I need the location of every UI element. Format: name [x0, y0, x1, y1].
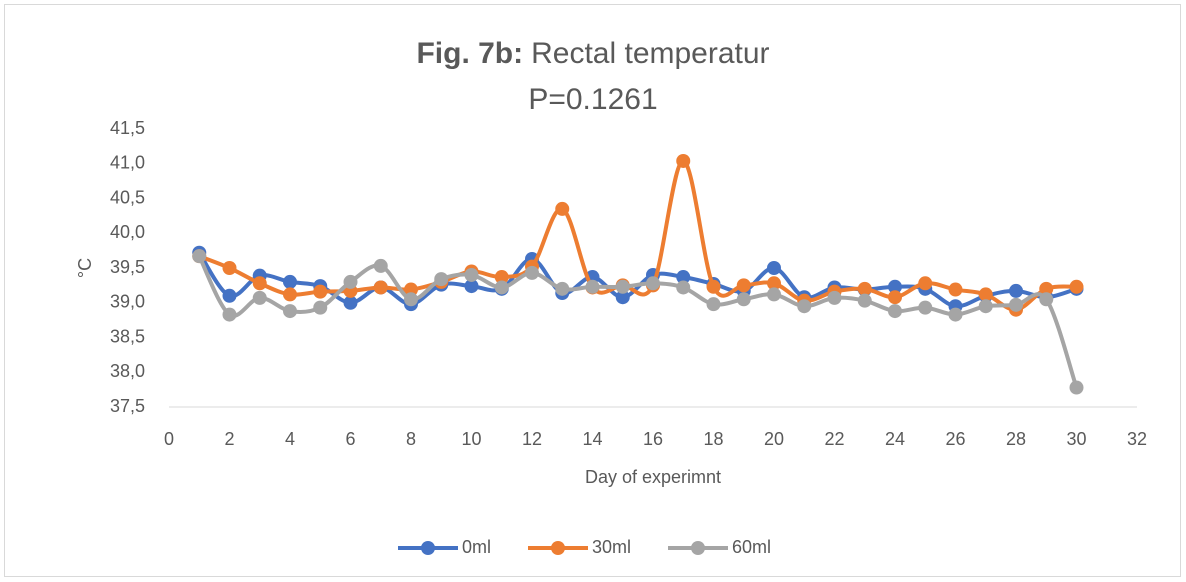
y-axis-label: °C [75, 258, 95, 278]
data-point [888, 290, 902, 305]
data-point [555, 201, 570, 216]
x-tick-label: 32 [1127, 429, 1147, 449]
data-point [857, 281, 872, 296]
x-tick-label: 30 [1066, 429, 1086, 449]
data-point [918, 276, 933, 291]
data-point [313, 300, 328, 315]
data-point [222, 288, 237, 303]
x-tick-label: 4 [285, 429, 295, 449]
x-tick-label: 24 [885, 429, 905, 449]
legend-label: 30ml [592, 537, 631, 557]
data-point [767, 261, 781, 275]
data-point [1009, 283, 1023, 298]
title-text: Rectal temperatur [531, 37, 769, 70]
x-tick-label: 8 [406, 429, 416, 449]
x-tick-label: 26 [945, 429, 965, 449]
data-point [343, 274, 358, 289]
data-point [222, 261, 237, 275]
data-point [283, 304, 297, 319]
data-point [1009, 297, 1023, 312]
data-point [706, 279, 721, 294]
data-point [706, 297, 721, 312]
x-tick-label: 10 [461, 429, 481, 449]
x-tick-label: 20 [764, 429, 784, 449]
chart-title: Fig. 7b: Rectal temperatur [416, 37, 769, 70]
data-point [494, 280, 509, 295]
y-tick-label: 39,0 [110, 292, 145, 312]
data-point [676, 153, 691, 168]
x-tick-label: 28 [1006, 429, 1026, 449]
data-point [948, 282, 963, 297]
data-point [888, 279, 902, 294]
data-point [404, 292, 418, 307]
data-point [736, 292, 751, 307]
legend-label: 60ml [732, 537, 771, 557]
data-point [827, 290, 842, 305]
x-tick-label: 14 [582, 429, 602, 449]
data-point [1069, 279, 1084, 294]
data-point [283, 274, 297, 289]
data-point [918, 300, 933, 315]
data-point [464, 267, 479, 282]
data-point [797, 299, 812, 314]
x-tick-label: 6 [345, 429, 355, 449]
data-point [857, 293, 872, 308]
data-point [434, 272, 449, 287]
data-point [555, 281, 570, 296]
chart-subtitle: P=0.1261 [528, 83, 657, 116]
data-point [283, 287, 297, 302]
y-tick-label: 40,5 [110, 187, 145, 207]
data-point [373, 258, 388, 273]
data-point [646, 276, 660, 291]
y-tick-label: 38,5 [110, 326, 145, 346]
title-label: Fig. 7b: [416, 37, 523, 70]
y-tick-label: 37,5 [110, 396, 145, 416]
data-point [978, 287, 993, 302]
data-point [615, 290, 630, 305]
legend-marker [551, 541, 565, 555]
data-point [585, 279, 600, 294]
y-tick-label: 41,5 [110, 118, 145, 138]
data-point [404, 282, 418, 297]
data-point [464, 279, 479, 294]
data-point [676, 280, 691, 295]
data-point [494, 270, 509, 285]
data-point [736, 278, 751, 293]
legend-label: 0ml [462, 537, 491, 557]
data-point [767, 276, 781, 291]
data-point [222, 307, 237, 322]
data-point [676, 270, 691, 285]
x-tick-label: 16 [643, 429, 663, 449]
data-point [978, 299, 993, 314]
data-point [1069, 380, 1084, 395]
x-tick-label: 12 [522, 429, 542, 449]
data-point [525, 265, 539, 280]
legend-marker [691, 541, 705, 555]
data-point [948, 307, 963, 322]
data-point [888, 304, 902, 319]
y-tick-label: 40,0 [110, 222, 145, 242]
data-point [252, 276, 267, 291]
y-tick-label: 38,0 [110, 361, 145, 381]
legend-marker [421, 541, 435, 555]
x-axis-label: Day of experimnt [585, 467, 721, 487]
x-tick-label: 18 [703, 429, 723, 449]
data-point [313, 284, 328, 299]
data-point [192, 249, 207, 264]
y-tick-label: 39,5 [110, 257, 145, 277]
x-tick-label: 0 [164, 429, 174, 449]
data-point [373, 280, 388, 295]
x-tick-label: 2 [224, 429, 234, 449]
data-point [1039, 281, 1054, 296]
x-tick-label: 22 [824, 429, 844, 449]
data-point [252, 290, 267, 305]
data-point [1039, 292, 1054, 307]
data-point [615, 279, 630, 294]
y-tick-label: 41,0 [110, 153, 145, 173]
data-point [767, 287, 781, 302]
data-point [343, 295, 358, 310]
